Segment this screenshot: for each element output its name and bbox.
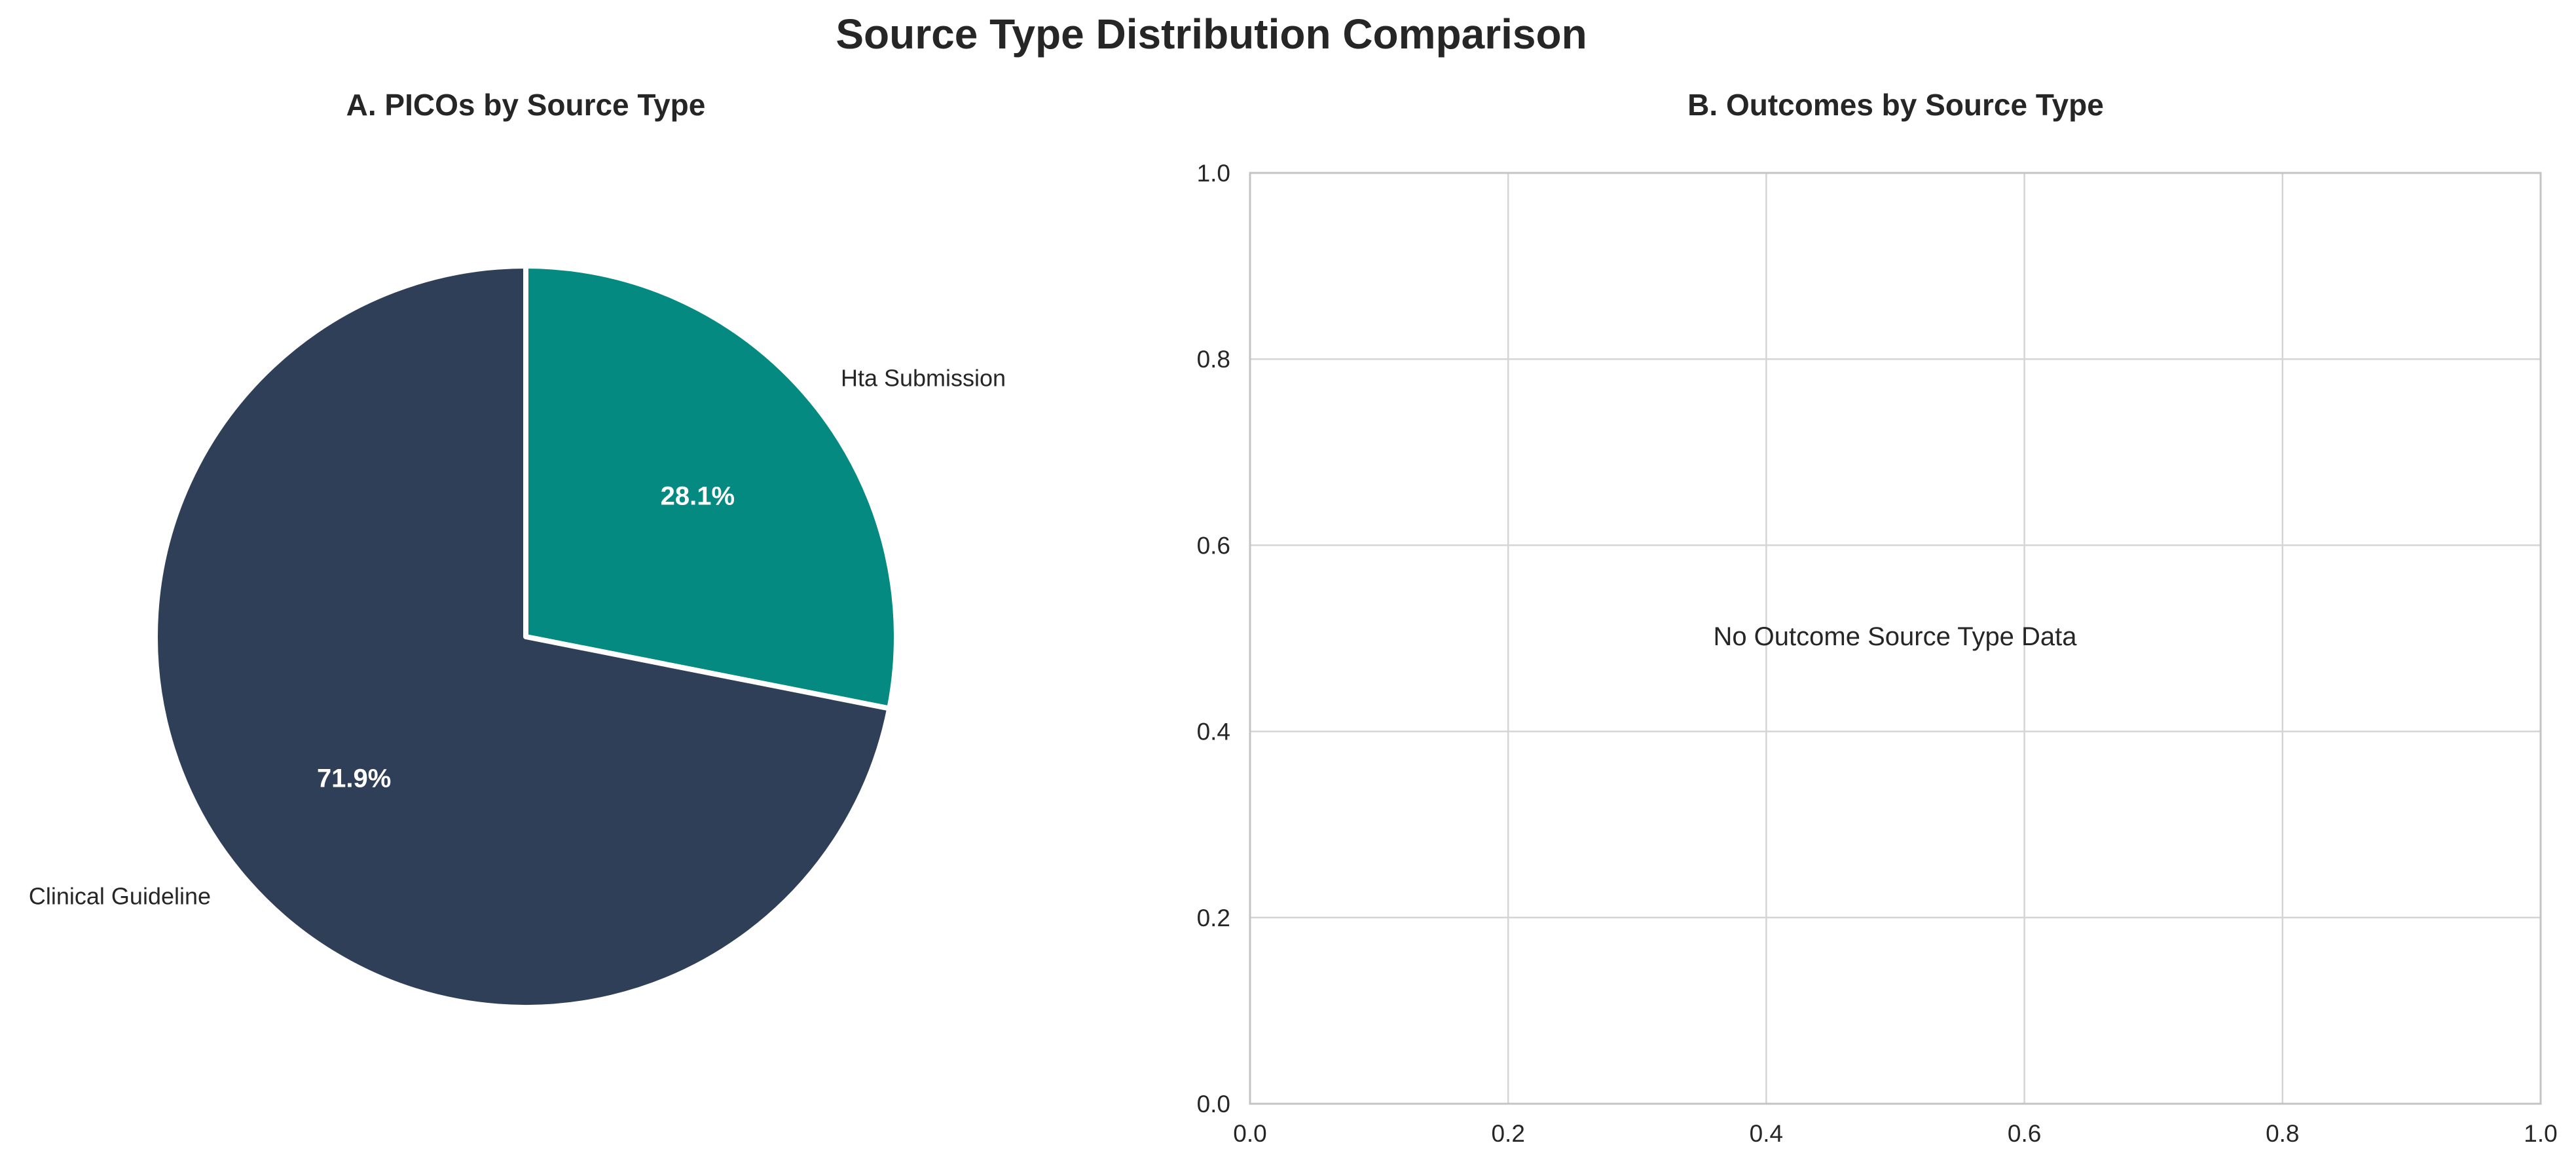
x-tick-label: 1.0 [2524,1120,2557,1147]
y-tick-label: 0.6 [1197,532,1230,559]
pie-pct-label-clinical-guideline: 71.9% [317,764,391,793]
y-tick-labels: 0.0 0.2 0.4 0.6 0.8 1.0 [1197,160,1230,1117]
y-tick-label: 0.8 [1197,346,1230,373]
y-tick-label: 1.0 [1197,160,1230,187]
x-tick-label: 0.8 [2266,1120,2299,1147]
pie-labels: Hta Submission 28.1% Clinical Guideline 71.… [29,365,1006,910]
y-tick-label: 0.2 [1197,905,1230,931]
pie-chart-title: A. PICOs by Source Type [346,88,706,122]
x-tick-label: 0.2 [1491,1120,1524,1147]
pie-label-clinical-guideline: Clinical Guideline [29,882,211,909]
pie-label-hta-submission: Hta Submission [841,365,1006,392]
pie-slices [153,263,899,1010]
figure-title: Source Type Distribution Comparison [836,10,1587,58]
pie-slice-hta-submission [523,263,899,711]
axes-title: B. Outcomes by Source Type [1687,88,2104,122]
x-tick-label: 0.6 [2008,1120,2041,1147]
panel-b-axes: B. Outcomes by Source Type 0.0 0.2 0.4 0.6 0… [1197,88,2558,1147]
y-tick-label: 0.4 [1197,719,1230,745]
x-tick-label: 0.0 [1233,1120,1266,1147]
pie-slice-clinical-guideline [153,263,892,1010]
x-tick-labels: 0.0 0.2 0.4 0.6 0.8 1.0 [1233,1120,2557,1147]
axes-frame [1249,172,2542,1105]
x-tick-label: 0.4 [1750,1120,1783,1147]
panel-a-pie-chart: A. PICOs by Source Type Hta Submission 28… [29,88,1006,1010]
pie-pct-label-hta-submission: 28.1% [661,481,735,510]
y-tick-label: 0.0 [1197,1091,1230,1117]
no-data-message: No Outcome Source Type Data [1713,622,2077,651]
